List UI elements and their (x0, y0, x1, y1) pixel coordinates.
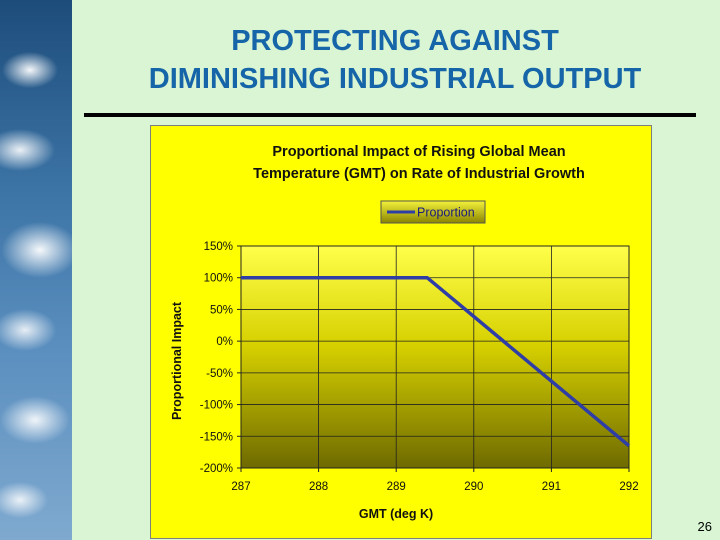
chart-legend: Proportion (380, 200, 486, 224)
plot-area: 150% 100% 50% 0% -50% -100% -150% -200% 287 288 28… (200, 241, 639, 493)
x-axis-label: GMT (deg K) (359, 507, 433, 521)
y-tick-label: 0% (216, 336, 233, 348)
slide-title: PROTECTING AGAINST DIMINISHING INDUSTRIA… (90, 22, 700, 98)
y-tick-label: 100% (204, 273, 233, 285)
line-chart: Proportional Impact of Rising Global Mea… (170, 144, 639, 521)
y-tick-label: -100% (200, 400, 233, 412)
sky-background (0, 0, 72, 540)
y-tick-label: -200% (200, 463, 233, 475)
series-line-proportion (241, 275, 631, 448)
chart-panel: Proportional Impact of Rising Global Mea… (150, 125, 652, 539)
x-tick-label: 290 (464, 481, 483, 493)
x-tick-label: 289 (387, 481, 406, 493)
slide-title-line-1: PROTECTING AGAINST (231, 25, 559, 57)
x-tick-label: 291 (542, 481, 561, 493)
x-tick-label: 287 (231, 481, 250, 493)
y-tick-label: 150% (204, 241, 233, 253)
y-tick-label: -50% (206, 368, 233, 380)
x-tick-label: 288 (309, 481, 328, 493)
slide-title-line-2: DIMINISHING INDUSTRIAL OUTPUT (148, 63, 642, 95)
y-tick-label: -150% (200, 431, 233, 443)
page-number: 26 (697, 519, 712, 534)
y-tick-label: 50% (210, 304, 233, 316)
x-tick-label: 292 (619, 481, 638, 493)
y-axis-label: Proportional Impact (170, 301, 184, 420)
legend-label: Proportion (417, 206, 475, 220)
chart-title-line-1: Proportional Impact of Rising Global Mea… (272, 144, 565, 160)
chart-title-line-2: Temperature (GMT) on Rate of Industrial … (253, 166, 585, 182)
legend-box (380, 200, 486, 224)
title-divider (84, 113, 696, 117)
